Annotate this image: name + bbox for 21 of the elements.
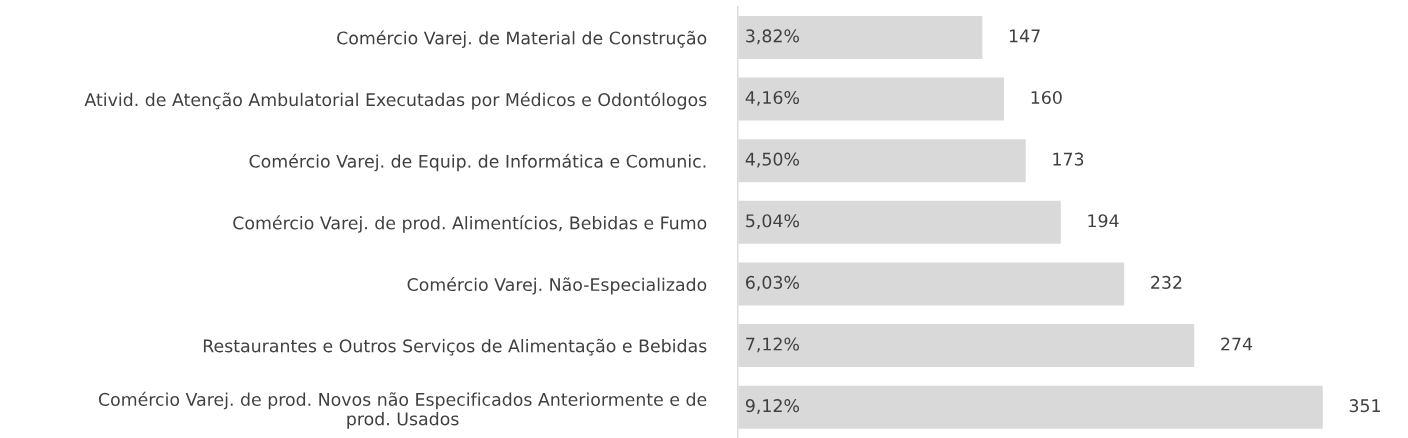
annotation: 6,03% [746,275,800,291]
annotation: 7,12% [746,337,800,353]
y-tick-label: Restaurantes e Outros Serviços de Alimentação e Bebidas [203,338,707,356]
data-label: 194 [1088,214,1119,228]
data-label: 274 [1221,337,1253,351]
data-label: 232 [1151,275,1182,289]
data-label: 173 [1053,152,1084,166]
y-tick-label: Comércio Varej. de prod. Alimentícios, Bebidas e Fumo [233,215,707,233]
annotation: 5,04% [746,214,800,230]
data-label: 147 [1009,29,1040,43]
y-tick-label: Comércio Varej. de Material de Construção [337,30,707,48]
annotation: 4,50% [745,152,800,168]
y-tick-label: Comércio Varej. de Equip. de Informática e Comunic. [249,153,706,172]
annotation: 9,12% [745,399,800,414]
data-label: 351 [1349,399,1380,413]
data-label: 160 [1031,90,1062,105]
annotation: 3,82% [746,29,800,45]
y-tick-label: Ativid. de Atenção Ambulatorial Executadas por Médicos e Odontólogos [84,92,707,110]
y-tick-label: Comércio Varej. de prod. Novos não Especificados Anteriormente e de prod. Usados [98,391,707,429]
annotation: 4,16% [745,90,800,106]
y-tick-label: Comércio Varej. Não-Especializado [407,276,707,295]
